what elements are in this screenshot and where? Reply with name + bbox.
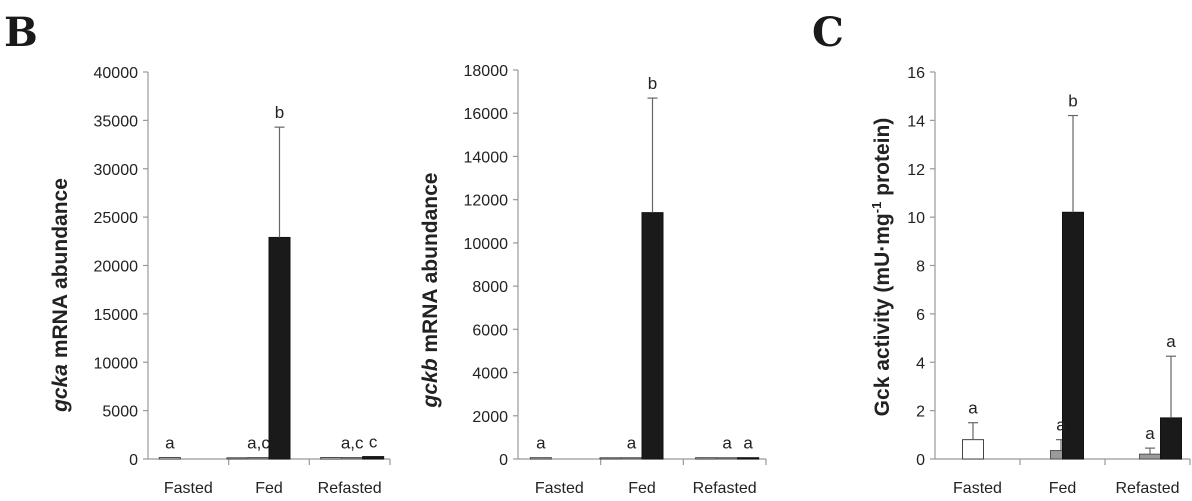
x-category-label: Fasted xyxy=(535,480,584,497)
significance-label: a xyxy=(743,434,753,453)
bar xyxy=(158,457,181,460)
y-tick-label: 20000 xyxy=(94,259,139,276)
significance-label: a,c xyxy=(247,434,270,453)
chart2-ylabel: gckb mRNA abundance xyxy=(419,173,442,409)
y-tick-label: 18000 xyxy=(464,63,509,80)
y-tick-label: 5000 xyxy=(102,404,138,421)
y-tick-label: 10 xyxy=(907,210,925,227)
y-tick-label: 12 xyxy=(907,162,925,179)
y-tick-label: 4 xyxy=(916,355,925,372)
bar xyxy=(226,457,249,460)
y-tick-label: 0 xyxy=(129,452,138,469)
bar xyxy=(599,457,622,460)
y-tick-label: 35000 xyxy=(94,113,139,130)
x-category-label: Refasted xyxy=(693,480,757,497)
x-category-label: Fed xyxy=(255,480,283,497)
y-tick-label: 30000 xyxy=(94,162,139,179)
bar xyxy=(962,439,984,460)
chart3-ylabel: Gck activity (mU·mg-1 protein) xyxy=(869,118,894,417)
panel-letter-b: B xyxy=(4,9,38,56)
significance-label: a xyxy=(1056,416,1066,435)
bar xyxy=(641,212,664,460)
y-tick-label: 2 xyxy=(916,404,925,421)
y-tick-label: 6000 xyxy=(472,322,508,339)
significance-label: b xyxy=(648,74,657,93)
y-tick-label: 14000 xyxy=(464,149,509,166)
bar xyxy=(716,457,739,460)
bar xyxy=(737,457,760,460)
y-tick-label: 8000 xyxy=(472,279,508,296)
bar xyxy=(320,457,343,460)
y-tick-label: 16000 xyxy=(464,106,509,123)
y-tick-label: 0 xyxy=(916,452,925,469)
bar xyxy=(1139,453,1161,460)
y-tick-label: 14 xyxy=(907,113,925,130)
significance-label: a,c xyxy=(341,434,364,453)
y-tick-label: 4000 xyxy=(472,366,508,383)
chart1-ylabel: gcka mRNA abundance xyxy=(49,178,72,413)
chart-gcka: 0 5000 10000 15000 20000 25000 30000 35000 40000… xyxy=(94,65,391,497)
significance-label: a xyxy=(165,434,175,453)
bar xyxy=(247,457,270,460)
significance-label: c xyxy=(369,433,378,452)
panel-letter-c: C xyxy=(812,9,844,56)
bar xyxy=(695,457,718,460)
y-tick-label: 6 xyxy=(916,307,925,324)
significance-label: b xyxy=(1068,92,1077,111)
x-category-label: Refasted xyxy=(1115,480,1179,497)
x-category-label: Fasted xyxy=(953,480,1002,497)
y-tick-label: 12000 xyxy=(464,193,509,210)
bar xyxy=(268,236,291,460)
significance-label: a xyxy=(1145,424,1155,443)
bar xyxy=(341,457,364,460)
significance-label: a xyxy=(536,434,546,453)
y-tick-label: 0 xyxy=(499,452,508,469)
y-tick-label: 15000 xyxy=(94,307,139,324)
significance-label: a xyxy=(968,399,978,418)
significance-label: a xyxy=(627,434,637,453)
bar xyxy=(529,457,552,460)
x-category-label: Fed xyxy=(628,480,656,497)
chart-gckb: 0 2000 4000 6000 8000 10000 12000 14000 16000 180… xyxy=(464,63,767,497)
significance-label: a xyxy=(1166,332,1176,351)
chart-gck-activity: 0 2 4 6 8 10 12 14 16 Fasted Fed Refasted a a b a a xyxy=(907,65,1191,497)
y-tick-label: 8 xyxy=(916,259,925,276)
bar xyxy=(1160,417,1182,460)
x-category-label: Refasted xyxy=(318,480,382,497)
y-tick-label: 25000 xyxy=(94,210,139,227)
y-tick-label: 2000 xyxy=(472,409,508,426)
bar xyxy=(620,457,643,460)
significance-label: a xyxy=(722,434,732,453)
x-category-label: Fed xyxy=(1049,480,1077,497)
y-tick-label: 10000 xyxy=(94,355,139,372)
x-category-label: Fasted xyxy=(164,480,213,497)
y-tick-label: 16 xyxy=(907,65,925,82)
y-tick-label: 40000 xyxy=(94,65,139,82)
bar xyxy=(362,456,385,460)
y-tick-label: 10000 xyxy=(464,236,509,253)
significance-label: b xyxy=(275,103,284,122)
